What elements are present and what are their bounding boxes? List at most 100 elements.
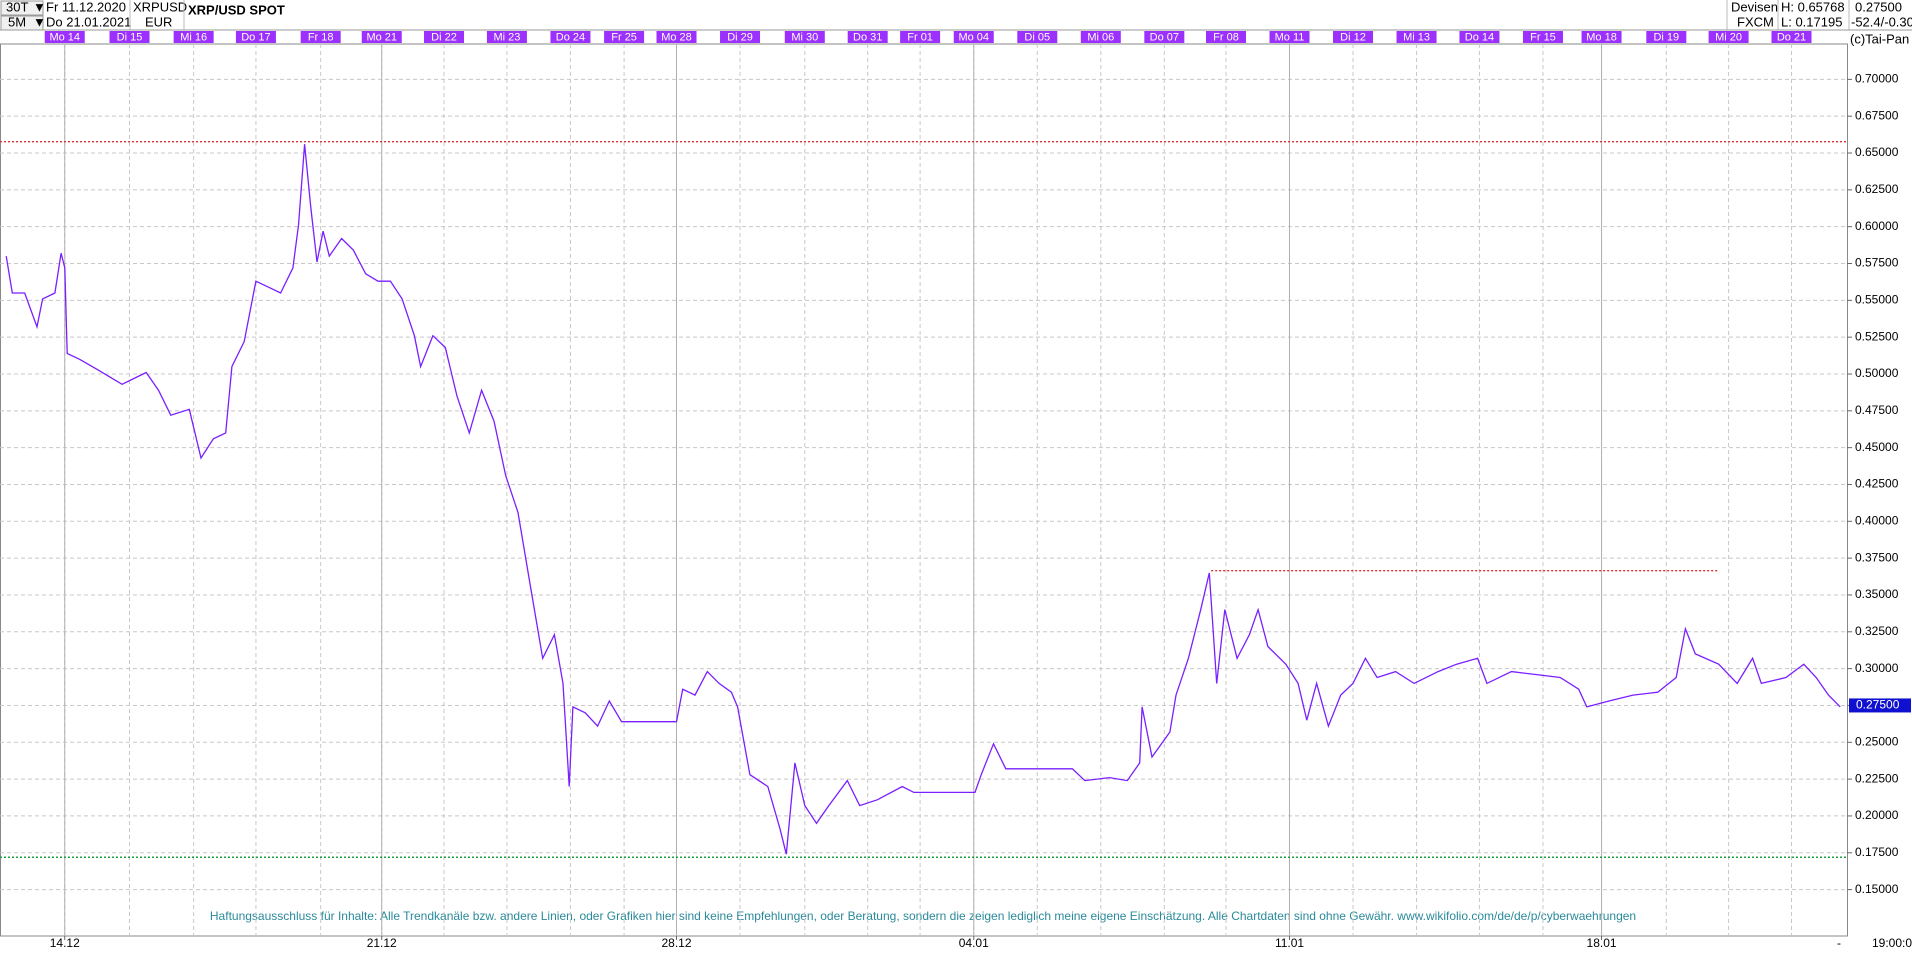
currency: EUR [145, 14, 172, 29]
day-label-box [361, 31, 402, 43]
day-label-box [1396, 31, 1437, 43]
day-label: Mo 14 [49, 31, 80, 43]
day-label: Di 29 [727, 31, 753, 43]
copyright: (c)Tai-Pan [1850, 31, 1909, 46]
day-label: Do 07 [1150, 31, 1179, 43]
day-label-box [784, 31, 825, 43]
y-tick-label: 0.47500 [1855, 403, 1899, 417]
x-tick-label: 18.01 [1587, 936, 1617, 950]
interval[interactable]: 30T [6, 0, 28, 14]
time: 19:00:03 [1872, 936, 1912, 950]
interval-box[interactable] [0, 0, 44, 16]
day-label: Mo 18 [1586, 31, 1617, 43]
day-label-box [1205, 31, 1246, 43]
high: H: 0.65768 [1781, 0, 1845, 14]
day-label: Mi 06 [1087, 31, 1114, 43]
y-tick-label: 0.30000 [1855, 661, 1899, 675]
y-tick-label: 0.25000 [1855, 734, 1899, 748]
day-label-box [953, 31, 994, 43]
y-tick-label: 0.35000 [1855, 587, 1899, 601]
day-label-box [1080, 31, 1121, 43]
day-label: Di 12 [1340, 31, 1366, 43]
day-label: Do 31 [853, 31, 882, 43]
day-label-box [847, 31, 888, 43]
x-tick-label: 14.12 [50, 936, 80, 950]
y-tick-label: 0.52500 [1855, 329, 1899, 343]
day-label: Fr 15 [1530, 31, 1556, 43]
dropdown-arrow[interactable]: ▼ [33, 14, 46, 29]
y-tick-label: 0.20000 [1855, 808, 1899, 822]
plot-frame [0, 43, 1848, 937]
day-label: Mo 11 [1275, 31, 1305, 43]
day-label: Fr 01 [907, 31, 933, 43]
day-label-box [1522, 31, 1563, 43]
from-date: Fr 11.12.2020 [46, 0, 126, 14]
day-label-box [656, 31, 697, 43]
day-label: Di 15 [117, 31, 143, 43]
day-label: Mi 13 [1403, 31, 1430, 43]
day-label-box [1459, 31, 1500, 43]
y-tick-label: 0.15000 [1855, 882, 1899, 896]
last-price-label: 0.27500 [1856, 698, 1900, 712]
instrument-name: XRP/USD SPOT [188, 2, 285, 17]
day-label: Mi 23 [493, 31, 520, 43]
y-tick-label: 0.55000 [1855, 293, 1899, 307]
x-tick-label: 21.12 [367, 936, 397, 950]
day-label: Fr 08 [1213, 31, 1239, 43]
day-label: Do 21 [1777, 31, 1806, 43]
day-label-box [550, 31, 591, 43]
day-label-box [604, 31, 645, 43]
day-label: Fr 18 [308, 31, 334, 43]
day-label-box [1144, 31, 1185, 43]
y-tick-label: 0.67500 [1855, 108, 1899, 122]
y-tick-label: 0.32500 [1855, 624, 1899, 638]
scroll-marker: - [1837, 936, 1841, 950]
x-tick-label: 28.12 [661, 936, 691, 950]
day-label: Mo 04 [958, 31, 989, 43]
day-label: Mo 21 [366, 31, 397, 43]
day-label: Do 17 [241, 31, 270, 43]
y-tick-label: 0.42500 [1855, 477, 1899, 491]
y-tick-label: 0.57500 [1855, 256, 1899, 270]
day-label: Mi 20 [1715, 31, 1742, 43]
y-tick-label: 0.40000 [1855, 513, 1899, 527]
day-label: Fr 25 [611, 31, 637, 43]
day-label-box [1771, 31, 1812, 43]
day-label: Do 24 [556, 31, 585, 43]
range[interactable]: 5M [8, 14, 26, 29]
change: -52.4/-0.30 [1851, 14, 1912, 29]
y-tick-label: 0.62500 [1855, 182, 1899, 196]
source: FXCM [1737, 14, 1774, 29]
price-line [5, 144, 1841, 855]
x-tick-label: 11.01 [1275, 936, 1304, 950]
day-label-box [1581, 31, 1622, 43]
day-label: Do 14 [1465, 31, 1494, 43]
day-label: Di 22 [431, 31, 457, 43]
day-label-box [720, 31, 761, 43]
last: 0.27500 [1855, 0, 1902, 14]
day-label-box [900, 31, 941, 43]
day-label-box [424, 31, 465, 43]
day-label-box [300, 31, 341, 43]
day-label-box [44, 31, 85, 43]
dropdown-arrow[interactable]: ▼ [33, 0, 46, 14]
day-label-box [1017, 31, 1058, 43]
low: L: 0.17195 [1781, 14, 1842, 29]
y-tick-label: 0.60000 [1855, 219, 1899, 233]
to-date: Do 21.01.2021 [46, 14, 131, 29]
y-tick-label: 0.17500 [1855, 845, 1899, 859]
y-tick-label: 0.45000 [1855, 440, 1899, 454]
y-tick-label: 0.50000 [1855, 366, 1899, 380]
last-price-box [1849, 698, 1911, 713]
market: Devisen [1731, 0, 1778, 14]
day-label-box [1646, 31, 1687, 43]
day-label-box [235, 31, 276, 43]
day-label: Mo 28 [661, 31, 692, 43]
disclaimer: Haftungsausschluss für Inhalte: Alle Tre… [210, 909, 1636, 923]
day-label-box [1269, 31, 1310, 43]
y-tick-label: 0.70000 [1855, 72, 1899, 86]
x-tick-label: 04.01 [959, 936, 989, 950]
symbol: XRPUSD [133, 0, 187, 14]
